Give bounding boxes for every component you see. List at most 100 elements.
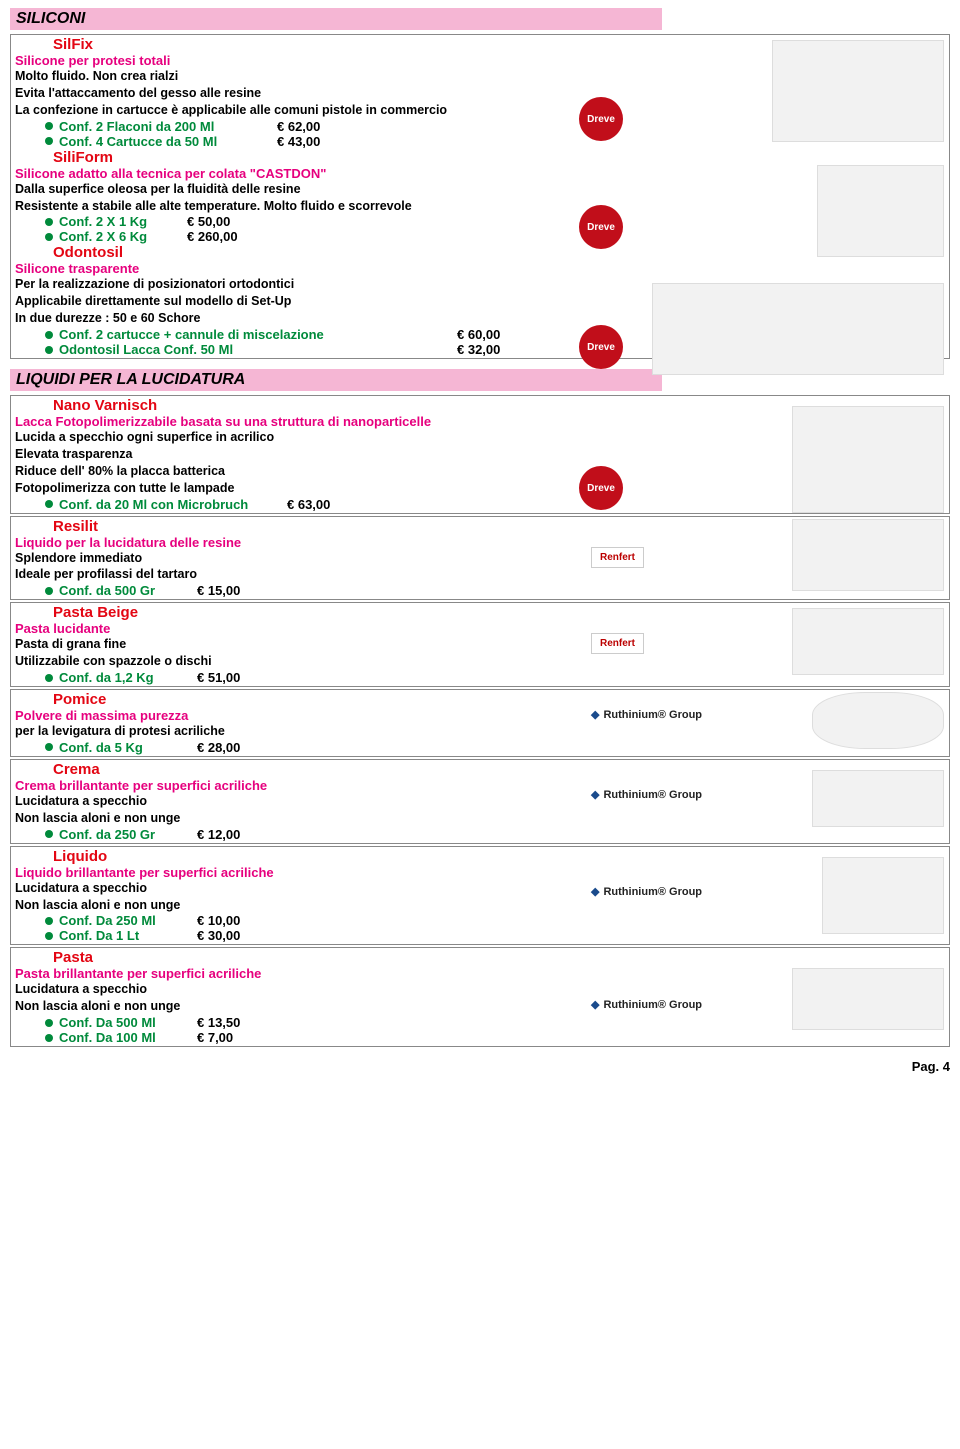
bullet-icon [45,233,53,241]
conf-row: Conf. Da 1 Lt € 30,00 [45,928,945,943]
conf-label: Conf. Da 1 Lt [59,928,189,943]
bullet-icon [45,137,53,145]
product-image [817,165,944,257]
product-box-silfix-siliform-odontosil: SilFix Silicone per protesi totali Molto… [10,34,950,359]
bullet-icon [45,500,53,508]
conf-price: € 10,00 [197,913,240,928]
desc-line: Resistente a stabile alle alte temperatu… [15,198,945,215]
conf-price: € 12,00 [197,827,240,842]
bullet-icon [45,917,53,925]
product-image [812,692,944,749]
conf-label: Conf. da 5 Kg [59,740,189,755]
conf-label: Conf. 2 X 1 Kg [59,214,179,229]
bullet-icon [45,1019,53,1027]
conf-price: € 15,00 [197,583,240,598]
section-header-siliconi: SILICONI [10,8,662,30]
conf-label: Conf. Da 250 Ml [59,913,189,928]
conf-label: Conf. 2 cartucce + cannule di miscelazio… [59,327,449,342]
conf-price: € 51,00 [197,670,240,685]
product-image [822,857,944,934]
conf-label: Conf. da 1,2 Kg [59,670,189,685]
conf-row: Conf. Da 100 Ml € 7,00 [45,1030,945,1045]
subtitle-siliform: Silicone adatto alla tecnica per colata … [15,166,945,181]
conf-price: € 7,00 [197,1030,233,1045]
product-box-nano: Nano Varnisch Lacca Fotopolimerizzabile … [10,395,950,514]
conf-label: Conf. 2 X 6 Kg [59,229,179,244]
desc-line: Dalla superfice oleosa per la fluidità d… [15,181,945,198]
product-box-crema: Crema Crema brillantante per superfici a… [10,759,950,844]
product-title-pomice: Pomice [53,691,945,708]
desc-line: Lucidatura a specchio [15,793,945,810]
conf-price: € 50,00 [187,214,230,229]
conf-label: Conf. Da 100 Ml [59,1030,189,1045]
conf-row: Conf. 2 X 6 Kg € 260,00 [45,229,945,244]
brand-badge-dreve: Dreve [579,466,623,510]
conf-price: € 32,00 [457,342,500,357]
product-title-siliform: SiliForm [53,149,945,166]
bullet-icon [45,932,53,940]
bullet-icon [45,218,53,226]
conf-row: Conf. da 250 Gr € 12,00 [45,827,945,842]
bullet-icon [45,346,53,354]
product-image [792,519,944,591]
conf-label: Conf. 4 Cartucce da 50 Ml [59,134,269,149]
product-box-pomice: Pomice Polvere di massima purezza per la… [10,689,950,757]
brand-label-ruthinium: Ruthinium® Group [591,788,702,801]
product-title-odontosil: Odontosil [53,244,945,261]
product-image [792,406,944,513]
product-box-pasta-beige: Pasta Beige Pasta lucidante Pasta di gra… [10,602,950,687]
conf-label: Conf. da 20 Ml con Microbruch [59,497,279,512]
brand-label-renfert: Renfert [591,633,644,654]
brand-badge-dreve: Dreve [579,205,623,249]
product-image [772,40,944,142]
conf-label: Odontosil Lacca Conf. 50 Ml [59,342,449,357]
bullet-icon [45,830,53,838]
product-image [812,770,944,827]
bullet-icon [45,331,53,339]
conf-label: Conf. Da 500 Ml [59,1015,189,1030]
brand-label-ruthinium: Ruthinium® Group [591,998,702,1011]
subtitle-liquido: Liquido brillantante per superfici acril… [15,865,945,880]
brand-badge-dreve: Dreve [579,97,623,141]
subtitle-pomice: Polvere di massima purezza [15,708,945,723]
conf-price: € 60,00 [457,327,500,342]
conf-row: Conf. da 5 Kg € 28,00 [45,740,945,755]
bullet-icon [45,743,53,751]
conf-price: € 13,50 [197,1015,240,1030]
conf-label: Conf. da 250 Gr [59,827,189,842]
subtitle-crema: Crema brillantante per superfici acrilic… [15,778,945,793]
product-box-pasta: Pasta Pasta brillantante per superfici a… [10,947,950,1047]
bullet-icon [45,122,53,130]
bullet-icon [45,587,53,595]
conf-price: € 63,00 [287,497,330,512]
product-image [652,283,944,375]
product-image [792,608,944,675]
conf-price: € 62,00 [277,119,320,134]
conf-label: Conf. da 500 Gr [59,583,189,598]
conf-label: Conf. 2 Flaconi da 200 Ml [59,119,269,134]
brand-badge-dreve: Dreve [579,325,623,369]
desc-line: Lucidatura a specchio [15,880,945,897]
product-title-pasta: Pasta [53,949,945,966]
product-box-resilit: Resilit Liquido per la lucidatura delle … [10,516,950,601]
desc-line: per la levigatura di protesi acriliche [15,723,945,740]
page-number: Pag. 4 [10,1059,950,1074]
conf-row: Conf. 2 X 1 Kg € 50,00 [45,214,945,229]
product-image [792,968,944,1030]
brand-label-renfert: Renfert [591,547,644,568]
product-title-liquido: Liquido [53,848,945,865]
conf-price: € 43,00 [277,134,320,149]
section-header-liquidi: LIQUIDI PER LA LUCIDATURA [10,369,662,391]
bullet-icon [45,674,53,682]
conf-price: € 260,00 [187,229,238,244]
brand-label-ruthinium: Ruthinium® Group [591,708,702,721]
conf-price: € 28,00 [197,740,240,755]
desc-line: Non lascia aloni e non unge [15,810,945,827]
conf-row: Conf. Da 250 Ml € 10,00 [45,913,945,928]
conf-price: € 30,00 [197,928,240,943]
brand-label-ruthinium: Ruthinium® Group [591,885,702,898]
subtitle-odontosil: Silicone trasparente [15,261,945,276]
desc-line: Non lascia aloni e non unge [15,897,945,914]
product-box-liquido: Liquido Liquido brillantante per superfi… [10,846,950,946]
bullet-icon [45,1034,53,1042]
